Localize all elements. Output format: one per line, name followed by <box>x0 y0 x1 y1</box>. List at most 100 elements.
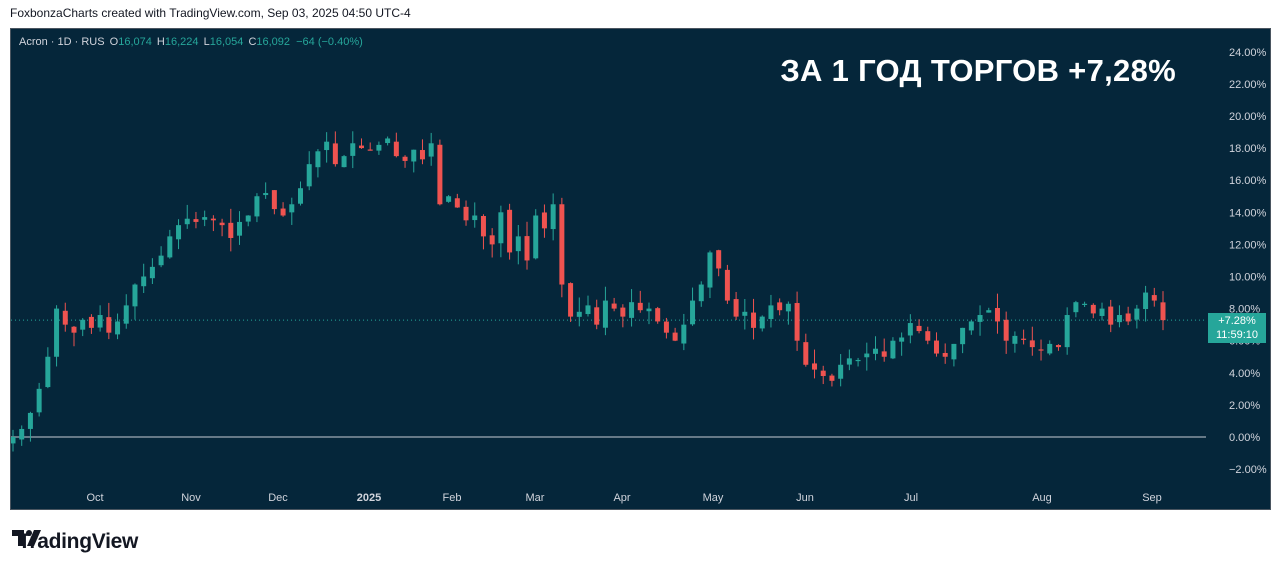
candle <box>193 211 199 229</box>
candle-body <box>184 218 190 225</box>
candle-body <box>873 348 878 354</box>
candle-body <box>1003 319 1009 341</box>
candle <box>88 314 94 334</box>
candle-body <box>132 284 138 307</box>
candle <box>855 357 861 367</box>
candle-body <box>1047 343 1053 354</box>
candle <box>681 313 687 351</box>
candle-body <box>655 308 661 322</box>
candle-body <box>446 196 452 202</box>
candle <box>376 141 382 155</box>
candle-body <box>193 219 199 222</box>
candle <box>80 318 86 337</box>
candle <box>1082 301 1088 307</box>
candle <box>123 294 129 329</box>
candle-body <box>803 342 809 365</box>
candle <box>777 298 783 316</box>
candle-body <box>751 312 757 328</box>
candle <box>27 411 33 442</box>
candle-body <box>411 149 417 162</box>
candle <box>1116 305 1122 328</box>
candle-body <box>742 311 748 316</box>
candle <box>916 319 922 334</box>
candle-body <box>54 308 60 357</box>
candle-body <box>637 302 643 311</box>
candle <box>1160 291 1166 331</box>
candle <box>541 204 547 238</box>
symbol-name[interactable]: Acron · 1D · RUS <box>19 36 105 48</box>
candle <box>271 190 277 215</box>
candle <box>106 302 112 340</box>
candle <box>489 228 495 258</box>
candle-body <box>176 225 182 240</box>
candle <box>960 327 966 354</box>
candle <box>594 299 600 330</box>
candle <box>1090 303 1096 319</box>
candle-body <box>541 212 547 229</box>
candle <box>54 305 60 367</box>
candle-body <box>507 209 513 253</box>
candle <box>480 214 486 250</box>
candle <box>881 338 887 362</box>
candle <box>690 287 696 326</box>
open-value: 16,074 <box>118 36 152 48</box>
tradingview-logo[interactable]: TradingView <box>12 530 138 554</box>
candle-body <box>855 359 861 362</box>
candle <box>454 193 460 208</box>
candle-body <box>1021 338 1027 340</box>
candle-body <box>367 149 373 151</box>
candle-body <box>463 206 469 221</box>
candlestick-chart[interactable]: 24.00% 22.00% 20.00% 18.00% 16.00% 14.00% 12.0… <box>11 29 1271 510</box>
candle-body <box>1082 303 1088 305</box>
candle <box>933 332 939 357</box>
candle-body <box>385 138 391 144</box>
y-tick-label: 14.00% <box>1229 207 1267 219</box>
candle <box>428 132 434 166</box>
candle <box>794 291 800 351</box>
candle <box>899 332 905 356</box>
y-tick-label: 24.00% <box>1229 47 1267 59</box>
candle-body <box>45 356 51 388</box>
candle <box>768 294 774 328</box>
y-axis: 24.00% 22.00% 20.00% 18.00% 16.00% 14.00% 12.0… <box>1229 47 1267 476</box>
y-tick-label: 12.00% <box>1229 239 1267 251</box>
candle <box>1143 285 1149 322</box>
candle-body <box>698 284 704 302</box>
candle <box>315 149 321 178</box>
candle <box>289 197 295 225</box>
high-label: H <box>156 36 165 48</box>
candle <box>11 429 16 452</box>
candle-body <box>672 332 678 341</box>
candle-body <box>315 151 321 168</box>
candle <box>358 138 364 149</box>
candle <box>829 373 835 387</box>
candle-body <box>576 311 582 317</box>
candle-body <box>777 302 783 311</box>
candle-body <box>428 143 434 157</box>
candle <box>280 202 286 217</box>
candle-body <box>237 221 243 236</box>
candle <box>350 131 356 169</box>
candles-layer <box>11 131 1166 452</box>
y-tick-label: 22.00% <box>1229 79 1267 91</box>
candle <box>873 336 878 361</box>
candle-body <box>210 218 216 221</box>
symbol-legend[interactable]: Acron · 1D · RUS O16,074 H16,224 L16,054… <box>19 36 363 48</box>
candle-body <box>219 222 225 226</box>
candle-body <box>1134 308 1140 320</box>
candle <box>498 205 504 258</box>
candle <box>245 215 251 227</box>
candle-body <box>88 316 94 328</box>
candle-body <box>280 208 286 216</box>
candle-body <box>1012 335 1018 344</box>
x-tick-label: Nov <box>181 492 201 504</box>
candle-body <box>167 236 173 258</box>
candle <box>1055 344 1061 351</box>
x-tick-label: Apr <box>613 492 630 504</box>
chart-panel[interactable]: 24.00% 22.00% 20.00% 18.00% 16.00% 14.00% 12.0… <box>10 28 1271 510</box>
low-value: 16,054 <box>209 36 244 48</box>
candle-body <box>1116 315 1122 323</box>
candle-body <box>27 412 33 429</box>
candle-body <box>986 310 992 313</box>
baseline-layer <box>11 319 1206 438</box>
